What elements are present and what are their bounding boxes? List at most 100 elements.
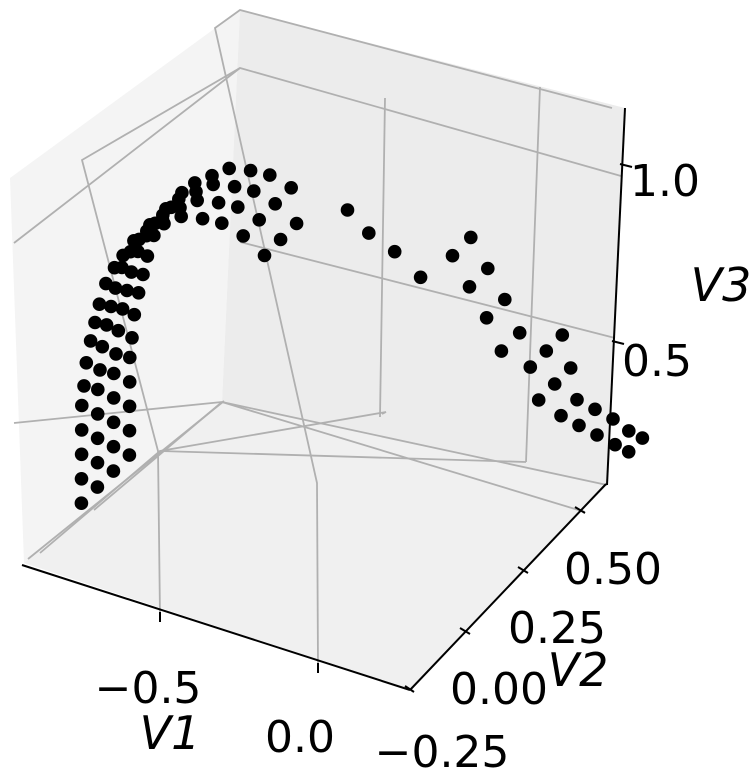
data-point (127, 307, 142, 322)
grid-lines (13, 9, 622, 667)
data-points (74, 161, 650, 511)
z-tick-label: 1.0 (630, 156, 700, 207)
data-point (99, 318, 114, 332)
x-tick-label: −0.5 (95, 663, 202, 714)
data-point (195, 211, 210, 226)
grid-line (213, 9, 613, 667)
data-point (111, 323, 126, 338)
data-point (122, 448, 137, 462)
data-point (90, 480, 105, 494)
data-point (106, 464, 121, 478)
data-point (107, 366, 121, 381)
data-point (109, 347, 123, 361)
data-point (243, 163, 258, 178)
y-tick-label: 0.50 (564, 544, 662, 595)
data-point (222, 161, 236, 176)
data-point (284, 181, 299, 195)
data-point (125, 331, 139, 345)
data-point (90, 431, 105, 446)
data-point (188, 176, 202, 190)
data-point (464, 230, 478, 245)
y-tick-label: −0.25 (375, 727, 510, 771)
data-point (289, 216, 304, 231)
data-point (122, 375, 137, 389)
grid-line (13, 401, 223, 424)
y-tick-label: 0.00 (450, 664, 548, 715)
data-point (622, 424, 636, 438)
x-tick-label: 0.0 (265, 712, 335, 763)
data-point (104, 299, 118, 314)
data-point (362, 226, 376, 240)
grid-line (80, 67, 622, 617)
grid-line (221, 401, 608, 486)
x-axis-label: V1 (140, 706, 201, 760)
x-axis-line (21, 564, 411, 691)
data-point (257, 248, 272, 263)
data-point (340, 203, 355, 217)
data-point (606, 412, 620, 426)
y-tick-label: 0.25 (508, 603, 606, 654)
data-point (608, 437, 622, 452)
grid-line (93, 401, 223, 511)
data-point (90, 455, 105, 470)
data-point (131, 286, 146, 300)
data-point (91, 382, 105, 397)
data-point (74, 447, 89, 462)
grid-line (13, 67, 241, 244)
data-point (635, 431, 650, 445)
data-point (147, 228, 161, 243)
y-tick-mark (517, 566, 529, 574)
data-point (155, 212, 170, 227)
data-point (236, 229, 250, 243)
data-point (268, 197, 283, 211)
data-point (227, 179, 242, 194)
data-point (136, 267, 150, 282)
data-point (413, 270, 428, 285)
data-point (90, 407, 105, 421)
data-point (498, 292, 512, 307)
data-point (95, 339, 110, 354)
data-point (621, 445, 636, 459)
data-point (481, 261, 495, 276)
data-point (563, 361, 578, 375)
z-tick-mark (619, 163, 633, 168)
grid-line (221, 401, 586, 513)
grid-line (379, 97, 386, 418)
y-axis-label: V2 (548, 643, 609, 697)
data-point (479, 311, 494, 325)
data-point (122, 423, 137, 438)
data-point (247, 184, 261, 198)
data-point (93, 363, 107, 377)
data-point (273, 232, 288, 247)
data-point (106, 415, 121, 430)
data-point (115, 302, 130, 316)
y-axis-line (409, 483, 607, 691)
data-point (231, 200, 245, 214)
data-point (205, 168, 219, 183)
data-point (512, 326, 527, 340)
data-point (77, 379, 91, 393)
data-point (531, 393, 546, 407)
data-point (75, 398, 89, 413)
data-point (570, 392, 584, 407)
data-point (88, 315, 102, 330)
z-tick-mark (611, 340, 625, 345)
grid-line (159, 450, 527, 463)
data-point (215, 216, 229, 230)
data-point (211, 195, 226, 210)
grid-line (239, 241, 616, 339)
data-point (140, 249, 155, 263)
data-point (83, 334, 98, 348)
data-point (92, 297, 107, 312)
y-tick-mark (574, 506, 586, 514)
data-point (554, 408, 568, 423)
grid-line (525, 86, 541, 463)
data-point (106, 439, 121, 454)
data-point (572, 418, 586, 433)
y-tick-mark (404, 685, 415, 693)
y-tick-mark (459, 627, 471, 635)
data-point (462, 280, 477, 294)
data-point (124, 265, 139, 279)
data-point (523, 360, 538, 374)
